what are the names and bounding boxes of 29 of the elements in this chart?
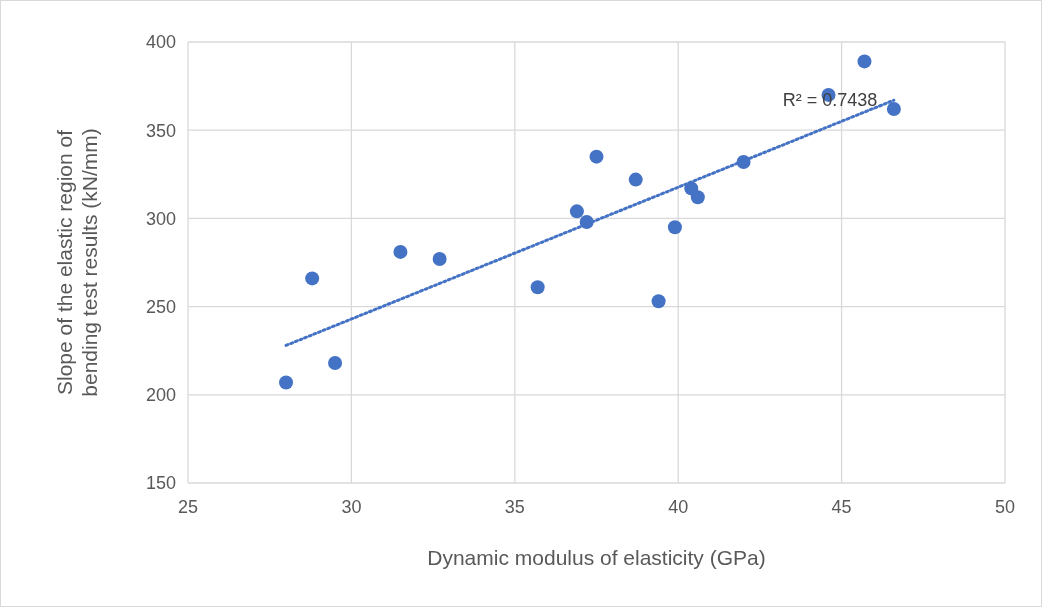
x-tick-label: 45 xyxy=(831,497,852,517)
y-axis-title: Slope of the elastic region of bending test results (kN/mm) xyxy=(52,128,101,397)
point xyxy=(530,280,545,295)
x-tick-label: 40 xyxy=(668,497,689,517)
y-tick-label: 400 xyxy=(145,32,176,53)
point xyxy=(328,356,343,371)
point xyxy=(279,375,294,390)
y-tick-label: 350 xyxy=(145,120,176,141)
y-tick-label: 200 xyxy=(145,385,176,406)
y-tick-label: 250 xyxy=(145,296,176,317)
x-tick-label: 50 xyxy=(994,497,1016,517)
point xyxy=(569,204,584,219)
x-tick-label: 30 xyxy=(341,497,362,517)
point xyxy=(432,251,447,266)
point xyxy=(305,271,320,286)
y-tick-label: 300 xyxy=(145,208,176,229)
point xyxy=(393,244,408,259)
point xyxy=(690,190,705,205)
x-tick-label: 25 xyxy=(177,497,199,517)
x-tick-label: 35 xyxy=(504,497,525,517)
point xyxy=(628,172,643,187)
annotation: R² = 0.7438 xyxy=(782,90,878,111)
point xyxy=(667,220,682,235)
point xyxy=(651,294,666,309)
y-tick-label: 150 xyxy=(145,473,176,494)
x-axis-title: Dynamic modulus of elasticity (GPa) xyxy=(427,546,766,569)
point xyxy=(886,102,901,117)
point xyxy=(857,54,872,69)
point xyxy=(589,149,604,164)
